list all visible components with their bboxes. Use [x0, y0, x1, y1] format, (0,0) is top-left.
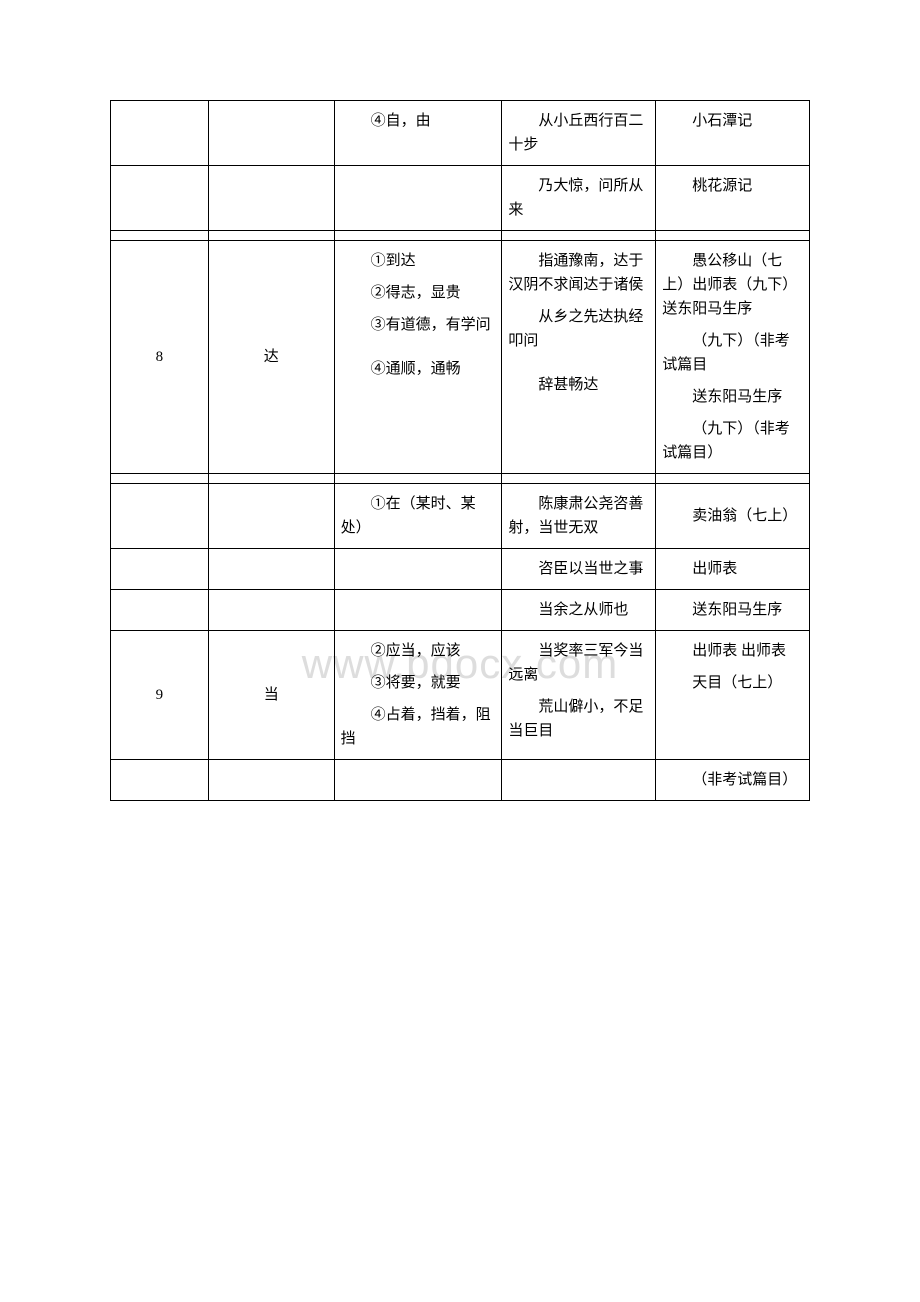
cell: 愚公移山（七上）出师表（九下） 送东阳马生序 （九下）（非考试篇目 送东阳马生序…	[656, 241, 810, 474]
cell: （非考试篇目）	[656, 760, 810, 801]
cell-char: 达	[208, 241, 334, 474]
table-row: ①在（某时、某处） 陈康肃公尧咨善射，当世无双 卖油翁（七上）	[111, 484, 810, 549]
table-row: 8 达 ①到达 ②得志，显贵 ③有道德，有学问 ④通顺，通畅 指通豫南，达于汉阴…	[111, 241, 810, 474]
table-row: 9 当 ②应当，应该 ③将要，就要 ④占着，挡着，阻挡 当奖率三军今当远离 荒山…	[111, 631, 810, 760]
cell: 指通豫南，达于汉阴不求闻达于诸侯 从乡之先达执经叩问 辞甚畅达	[502, 241, 656, 474]
cell: 出师表	[656, 549, 810, 590]
cell	[208, 590, 334, 631]
table-row	[111, 474, 810, 484]
cell: 桃花源记	[656, 166, 810, 231]
cell-index: 9	[111, 631, 209, 760]
cell	[111, 590, 209, 631]
cell	[111, 549, 209, 590]
cell: ②应当，应该 ③将要，就要 ④占着，挡着，阻挡	[334, 631, 502, 760]
cell: 小石潭记	[656, 101, 810, 166]
table-row: 当余之从师也 送东阳马生序	[111, 590, 810, 631]
cell	[334, 760, 502, 801]
cell-char: 当	[208, 631, 334, 760]
cell: 咨臣以当世之事	[502, 549, 656, 590]
cell-index: 8	[111, 241, 209, 474]
cell	[334, 590, 502, 631]
table-row: 咨臣以当世之事 出师表	[111, 549, 810, 590]
table-row	[111, 231, 810, 241]
cell	[334, 549, 502, 590]
vocabulary-table: ④自，由 从小丘西行百二十步 小石潭记 乃大惊，问所从来 桃花源记 8 达 ①到…	[110, 100, 810, 801]
cell: 送东阳马生序	[656, 590, 810, 631]
cell: 出师表 出师表 天目（七上）	[656, 631, 810, 760]
cell	[111, 760, 209, 801]
cell: 从小丘西行百二十步	[502, 101, 656, 166]
cell	[111, 101, 209, 166]
cell	[111, 166, 209, 231]
cell	[208, 549, 334, 590]
table-row: （非考试篇目）	[111, 760, 810, 801]
table-row: ④自，由 从小丘西行百二十步 小石潭记	[111, 101, 810, 166]
cell	[334, 166, 502, 231]
cell	[502, 760, 656, 801]
cell: ④自，由	[334, 101, 502, 166]
cell: 当余之从师也	[502, 590, 656, 631]
cell	[111, 484, 209, 549]
cell: 陈康肃公尧咨善射，当世无双	[502, 484, 656, 549]
table-row: 乃大惊，问所从来 桃花源记	[111, 166, 810, 231]
cell: 当奖率三军今当远离 荒山僻小，不足当巨目	[502, 631, 656, 760]
cell	[208, 166, 334, 231]
cell: ①在（某时、某处）	[334, 484, 502, 549]
cell	[208, 101, 334, 166]
cell	[208, 484, 334, 549]
cell: 卖油翁（七上）	[656, 484, 810, 549]
cell	[208, 760, 334, 801]
cell: ①到达 ②得志，显贵 ③有道德，有学问 ④通顺，通畅	[334, 241, 502, 474]
cell: 乃大惊，问所从来	[502, 166, 656, 231]
